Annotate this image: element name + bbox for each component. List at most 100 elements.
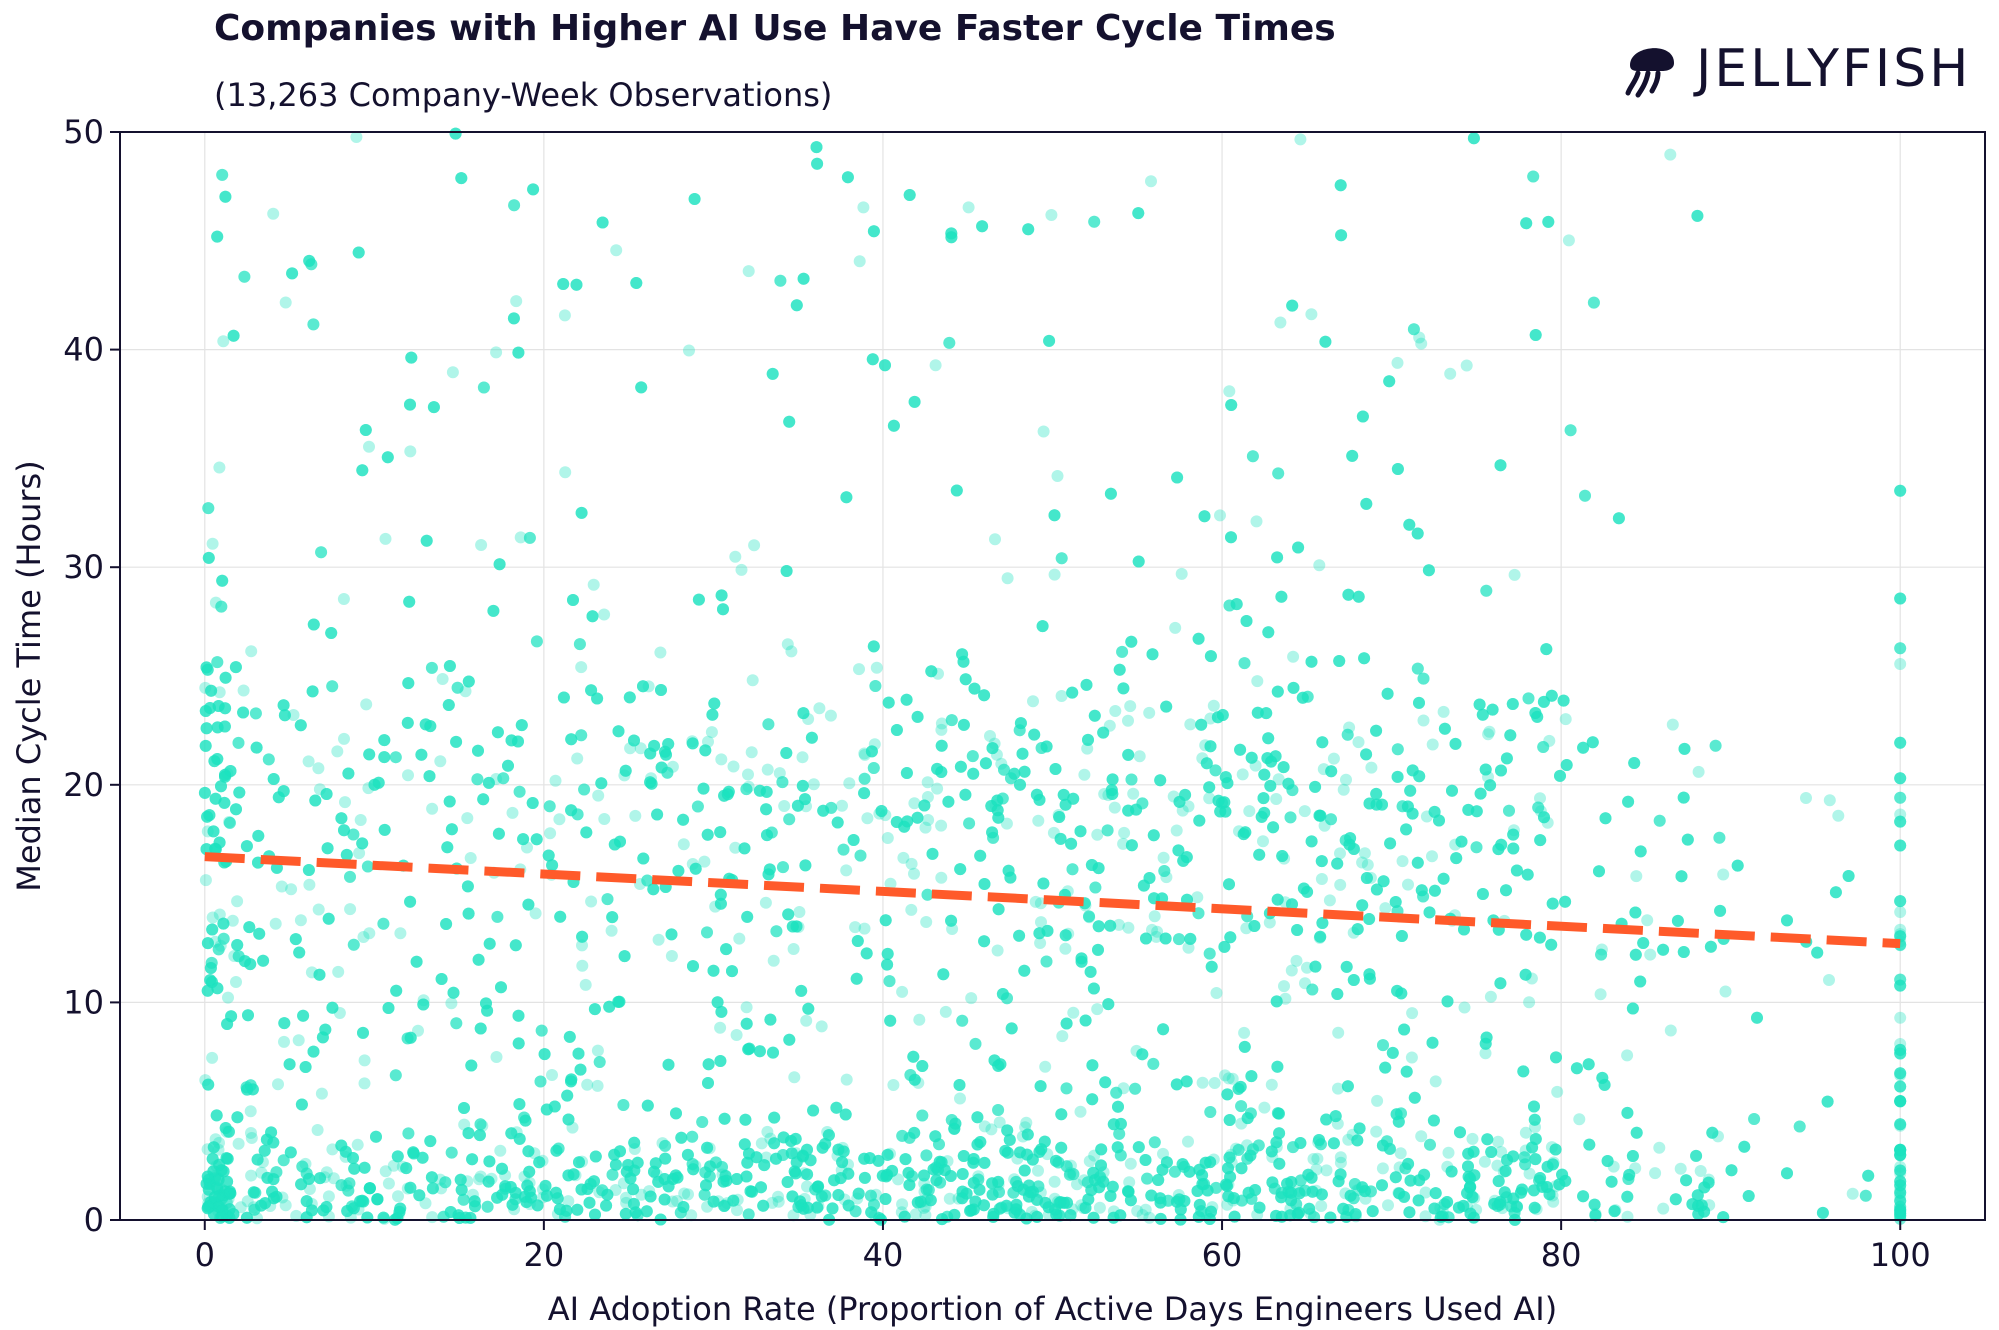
data-point [1491, 1159, 1504, 1172]
data-point [1466, 1132, 1479, 1145]
data-point [1419, 1186, 1432, 1199]
data-points [198, 127, 1907, 1226]
data-point [214, 939, 227, 952]
data-point [654, 646, 667, 659]
data-point [798, 1192, 811, 1205]
data-point [278, 1035, 290, 1048]
data-point [903, 1179, 916, 1191]
data-point [1184, 718, 1197, 731]
data-point [1150, 930, 1163, 943]
data-point [396, 1160, 409, 1173]
data-point [1516, 1183, 1529, 1196]
data-point [1216, 709, 1229, 721]
data-point [382, 1177, 395, 1190]
data-point [1204, 1156, 1217, 1169]
data-point [1444, 367, 1457, 380]
data-point [1493, 1198, 1506, 1211]
data-point [671, 1171, 684, 1184]
data-point [858, 1152, 871, 1165]
data-point [712, 1195, 725, 1208]
data-point [1862, 1169, 1875, 1182]
data-point [1894, 1144, 1907, 1156]
data-point [1417, 714, 1430, 727]
data-point [317, 1204, 330, 1217]
data-point [598, 608, 611, 621]
data-point [1292, 1185, 1305, 1197]
data-point [525, 1191, 538, 1204]
data-point [1310, 1184, 1323, 1197]
data-point [1051, 470, 1064, 482]
data-point [351, 1138, 364, 1151]
data-point [311, 1124, 324, 1136]
data-point [828, 1174, 841, 1187]
data-point [919, 1200, 932, 1213]
data-point [1528, 1100, 1540, 1113]
data-point [1182, 1135, 1194, 1148]
data-point [1449, 838, 1462, 851]
data-point [1376, 1179, 1388, 1192]
data-point [1236, 768, 1249, 781]
data-point [1529, 1153, 1542, 1166]
data-point [1894, 815, 1907, 828]
data-point [490, 773, 503, 785]
data-point [735, 563, 748, 576]
data-point [426, 802, 439, 815]
data-point [995, 757, 1008, 770]
data-point [1545, 938, 1558, 951]
data-point [464, 852, 477, 864]
data-point [1027, 695, 1039, 708]
data-point [1559, 713, 1572, 726]
data-point [1816, 1206, 1829, 1219]
data-point [1276, 850, 1289, 862]
data-point [766, 1196, 779, 1209]
data-point [204, 1200, 217, 1213]
data-point [714, 1055, 727, 1067]
data-point [244, 958, 257, 971]
data-point [620, 1196, 633, 1209]
data-point [703, 1142, 716, 1155]
data-point [895, 1206, 908, 1219]
data-point [1059, 942, 1072, 955]
data-point [1894, 1212, 1907, 1225]
data-point [641, 1099, 654, 1112]
data-point [1074, 1105, 1087, 1118]
data-point [201, 1170, 214, 1183]
data-point [956, 648, 969, 661]
data-point [666, 1195, 679, 1208]
data-point [265, 1126, 278, 1139]
data-point [1148, 910, 1161, 923]
data-point [1305, 308, 1318, 321]
jellyfish-icon [1624, 35, 1680, 103]
data-point [896, 985, 909, 998]
data-point [340, 1179, 353, 1192]
data-point [960, 1187, 973, 1200]
data-point [1048, 1192, 1061, 1205]
data-point [634, 742, 647, 755]
data-point [1657, 943, 1670, 956]
data-point [1130, 1044, 1143, 1057]
data-point [867, 640, 880, 653]
data-point [1482, 771, 1494, 783]
data-point [420, 534, 433, 547]
data-point [1894, 1190, 1907, 1203]
data-point [858, 787, 871, 800]
data-point [1222, 1178, 1235, 1191]
data-point [1131, 1205, 1144, 1217]
data-point [378, 823, 391, 836]
data-point [787, 943, 800, 955]
data-point [1353, 1183, 1365, 1196]
data-point [1083, 911, 1096, 924]
data-point [1204, 740, 1217, 753]
data-point [1210, 987, 1223, 999]
data-point [1800, 792, 1812, 804]
data-point [461, 1175, 474, 1188]
data-point [267, 207, 280, 220]
data-point [565, 1075, 577, 1088]
data-point [1293, 1187, 1306, 1200]
data-point [764, 1132, 777, 1145]
data-point [1226, 1072, 1239, 1085]
data-point [1193, 814, 1206, 827]
data-point [1694, 1165, 1707, 1177]
data-point [730, 1173, 743, 1185]
data-point [879, 809, 892, 822]
